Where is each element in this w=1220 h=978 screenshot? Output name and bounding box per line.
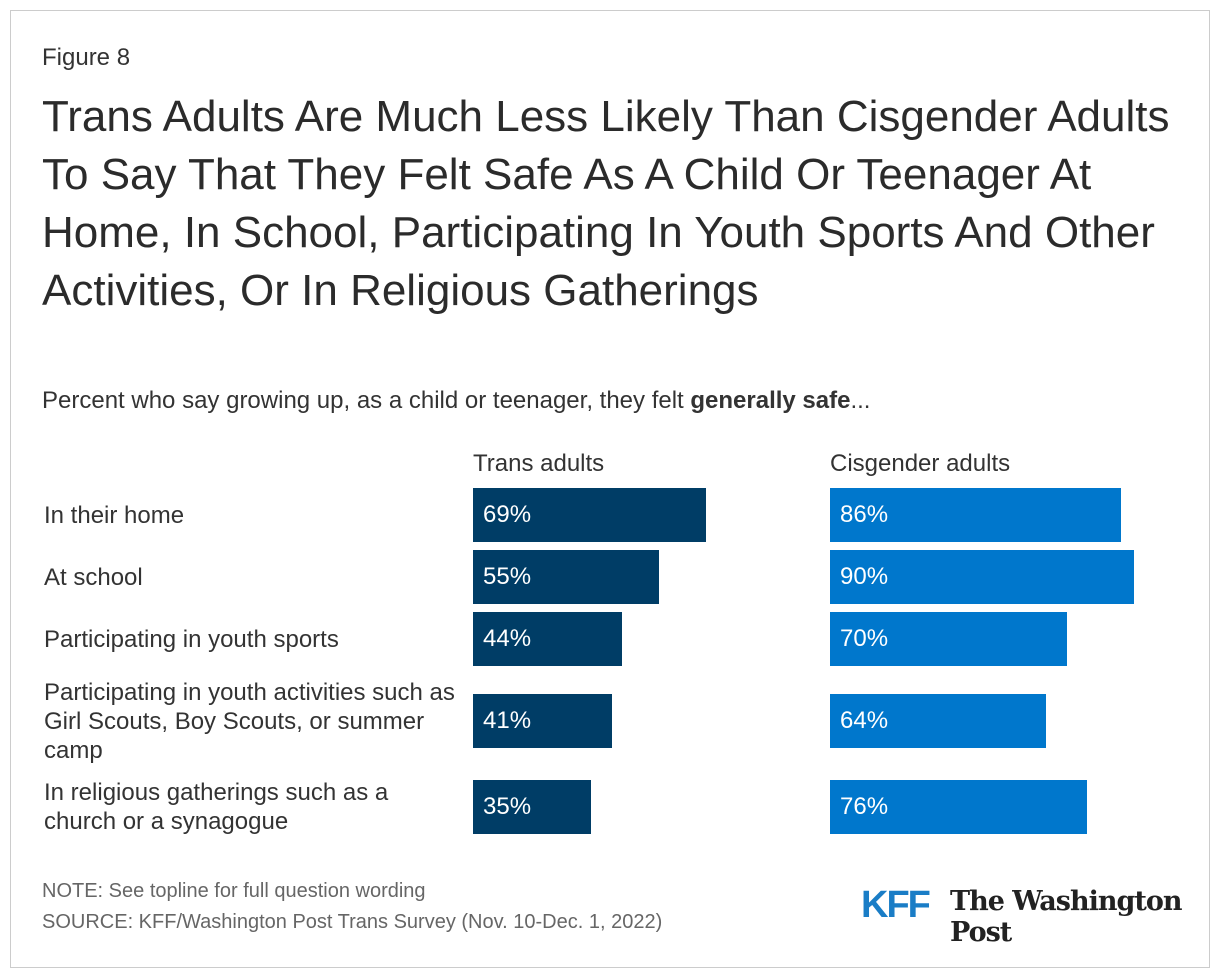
bar-trans: 69%: [473, 488, 707, 542]
chart-title: Trans Adults Are Much Less Likely Than C…: [42, 92, 1170, 315]
data-label: 76%: [840, 793, 889, 820]
category-label: At school: [44, 563, 143, 591]
category-label: In religious gatherings such as a church…: [44, 779, 389, 835]
subtitle-prefix: Percent who say growing up, as a child o…: [42, 387, 691, 414]
data-label: 86%: [840, 501, 889, 528]
bar-cisgender: 76%: [830, 780, 1087, 834]
washington-post-logo: The Washington Post: [950, 886, 1182, 948]
data-label: 44%: [483, 625, 532, 652]
data-label: 70%: [840, 625, 889, 652]
category-label: Participating in youth activities such a…: [44, 678, 455, 764]
subtitle-suffix: ...: [850, 387, 871, 414]
source: SOURCE: KFF/Washington Post Trans Survey…: [42, 911, 663, 933]
series-header-cisgender: Cisgender adults: [830, 450, 1011, 477]
data-label: 55%: [483, 563, 532, 590]
category-label: In their home: [44, 501, 185, 529]
bar-cisgender: 90%: [830, 550, 1135, 604]
figure-label: Figure 8: [42, 44, 131, 71]
bar-trans: 55%: [473, 550, 659, 604]
figure-frame: [10, 10, 1210, 968]
data-label: 35%: [483, 793, 532, 820]
bar-trans: 41%: [473, 694, 612, 748]
data-label: 64%: [840, 707, 889, 734]
chart-subtitle: Percent who say growing up, as a child o…: [42, 387, 870, 415]
bar-trans: 35%: [473, 780, 592, 834]
data-label: 69%: [483, 501, 532, 528]
data-label: 90%: [840, 563, 889, 590]
kff-logo: KFF: [861, 884, 931, 926]
data-label: 41%: [483, 707, 532, 734]
bar-cisgender: 64%: [830, 694, 1047, 748]
bar-trans: 44%: [473, 612, 622, 666]
category-label: Participating in youth sports: [44, 625, 339, 653]
subtitle-bold: generally safe: [690, 387, 851, 414]
bar-cisgender: 70%: [830, 612, 1067, 666]
note: NOTE: See topline for full question word…: [42, 880, 426, 902]
series-header-trans: Trans adults: [473, 450, 605, 477]
bar-cisgender: 86%: [830, 488, 1121, 542]
